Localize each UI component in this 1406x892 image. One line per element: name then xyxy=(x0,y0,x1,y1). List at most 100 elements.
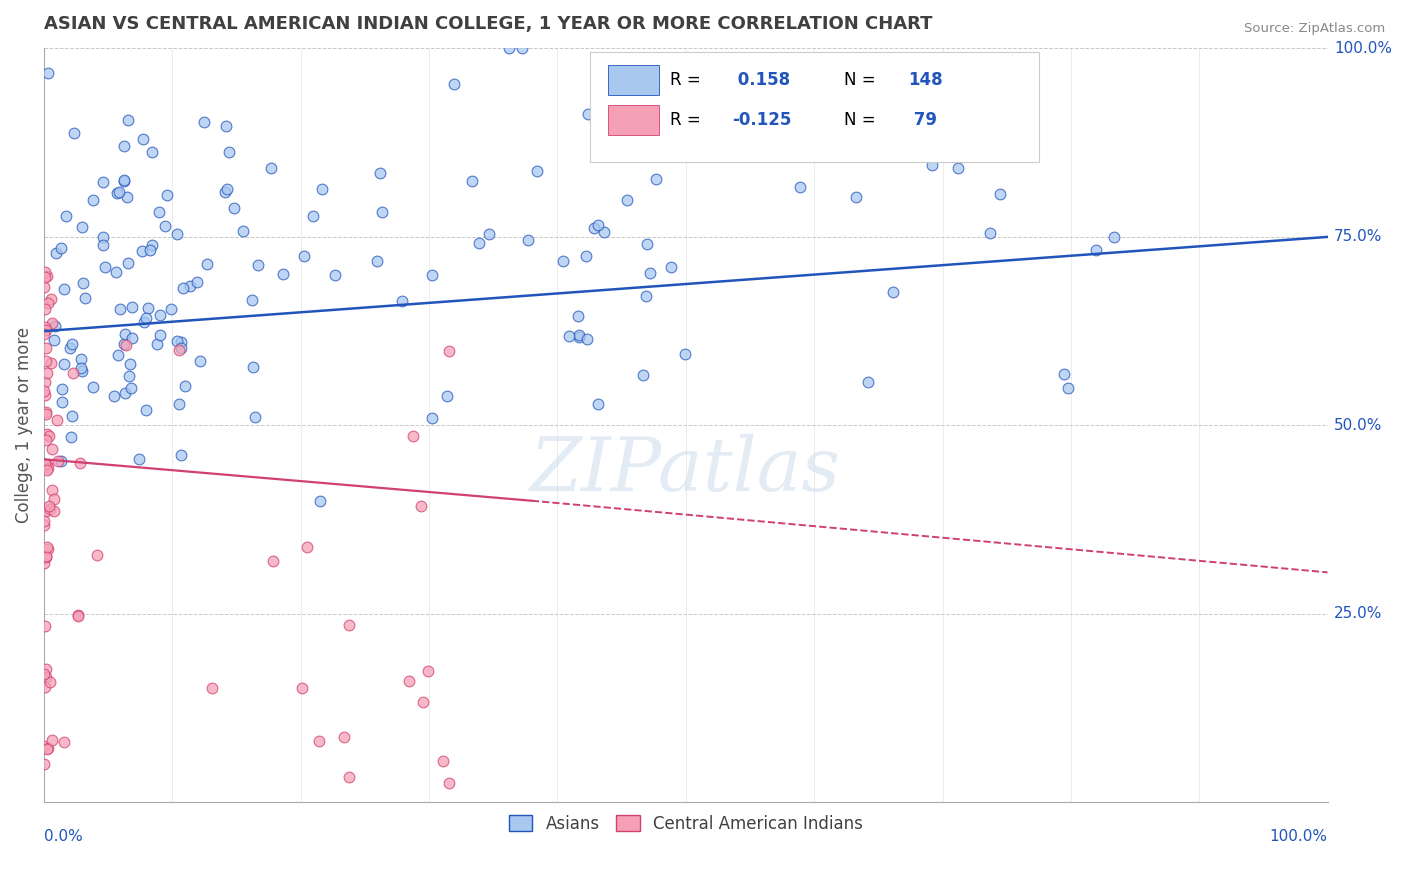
Point xyxy=(478,227,501,242)
Point xyxy=(301,210,323,224)
Point xyxy=(53,282,76,296)
Text: 148: 148 xyxy=(908,71,942,89)
Point xyxy=(262,554,284,568)
Y-axis label: College, 1 year or more: College, 1 year or more xyxy=(15,327,32,524)
Point xyxy=(32,384,55,398)
Point xyxy=(416,664,439,678)
Point xyxy=(308,734,330,748)
Point xyxy=(170,448,193,462)
Point xyxy=(131,244,153,258)
Point xyxy=(112,173,135,187)
Point xyxy=(44,492,66,507)
Point xyxy=(34,270,56,285)
Point xyxy=(37,741,59,756)
Point xyxy=(42,504,65,518)
Point xyxy=(616,193,638,207)
Point xyxy=(34,618,56,632)
Point xyxy=(139,243,162,257)
Point xyxy=(38,501,60,516)
Point xyxy=(246,259,269,273)
Point xyxy=(34,517,56,532)
Point xyxy=(41,732,63,747)
Point xyxy=(115,190,138,204)
Text: Source: ZipAtlas.com: Source: ZipAtlas.com xyxy=(1244,22,1385,36)
Point xyxy=(114,338,136,352)
Point xyxy=(59,342,82,356)
Point xyxy=(46,454,69,468)
Point xyxy=(309,493,332,508)
Point xyxy=(988,187,1011,202)
Point xyxy=(70,364,93,378)
Point xyxy=(52,734,75,748)
Point xyxy=(166,227,188,241)
Point xyxy=(498,41,520,55)
Point xyxy=(214,185,236,199)
Point xyxy=(82,194,104,208)
Point xyxy=(592,225,614,239)
Point xyxy=(295,541,318,555)
Point xyxy=(38,429,60,443)
Point xyxy=(371,204,394,219)
Point xyxy=(240,293,263,307)
Point xyxy=(35,407,58,421)
Point xyxy=(82,380,104,394)
Point xyxy=(169,342,191,356)
Point xyxy=(34,667,56,681)
Point xyxy=(49,241,72,255)
Point xyxy=(66,609,89,624)
Point xyxy=(112,337,135,351)
Point xyxy=(91,175,114,189)
Text: -0.125: -0.125 xyxy=(733,112,792,129)
Point xyxy=(72,219,94,234)
Point xyxy=(34,302,56,317)
Point xyxy=(91,238,114,252)
Point xyxy=(636,289,658,303)
Point xyxy=(222,201,245,215)
Point xyxy=(576,107,599,121)
Point xyxy=(60,409,83,424)
Point xyxy=(1084,243,1107,257)
Point xyxy=(439,776,461,790)
Point xyxy=(34,341,56,355)
Point xyxy=(34,681,56,695)
Point xyxy=(148,205,170,219)
Point xyxy=(39,293,62,307)
Point xyxy=(179,279,201,293)
Point xyxy=(586,218,609,232)
Point xyxy=(86,548,108,562)
Point xyxy=(882,285,904,299)
Text: 100.0%: 100.0% xyxy=(1270,829,1327,844)
Point xyxy=(104,265,127,279)
Point xyxy=(576,333,599,347)
Point xyxy=(35,405,58,419)
Point xyxy=(51,395,73,409)
Point xyxy=(242,359,264,374)
Point xyxy=(114,386,136,401)
Point xyxy=(215,120,238,134)
Point xyxy=(34,324,56,338)
Point xyxy=(114,326,136,341)
Point xyxy=(136,301,159,316)
Point xyxy=(160,302,183,317)
Point xyxy=(41,317,63,331)
Text: R =: R = xyxy=(671,71,706,89)
Point xyxy=(60,337,83,351)
Point xyxy=(55,209,77,223)
Point xyxy=(153,219,176,233)
Point xyxy=(412,696,434,710)
Point xyxy=(37,460,59,475)
Point xyxy=(149,328,172,343)
Point xyxy=(402,428,425,442)
Point xyxy=(34,549,56,564)
Point xyxy=(333,731,356,745)
Point xyxy=(34,280,56,294)
Point xyxy=(443,77,465,91)
Point xyxy=(135,403,157,417)
Point xyxy=(193,115,215,129)
Point xyxy=(636,237,658,252)
Point xyxy=(366,254,388,268)
Point xyxy=(640,266,662,280)
Point xyxy=(35,268,58,283)
Point xyxy=(121,331,143,345)
Point xyxy=(75,291,97,305)
